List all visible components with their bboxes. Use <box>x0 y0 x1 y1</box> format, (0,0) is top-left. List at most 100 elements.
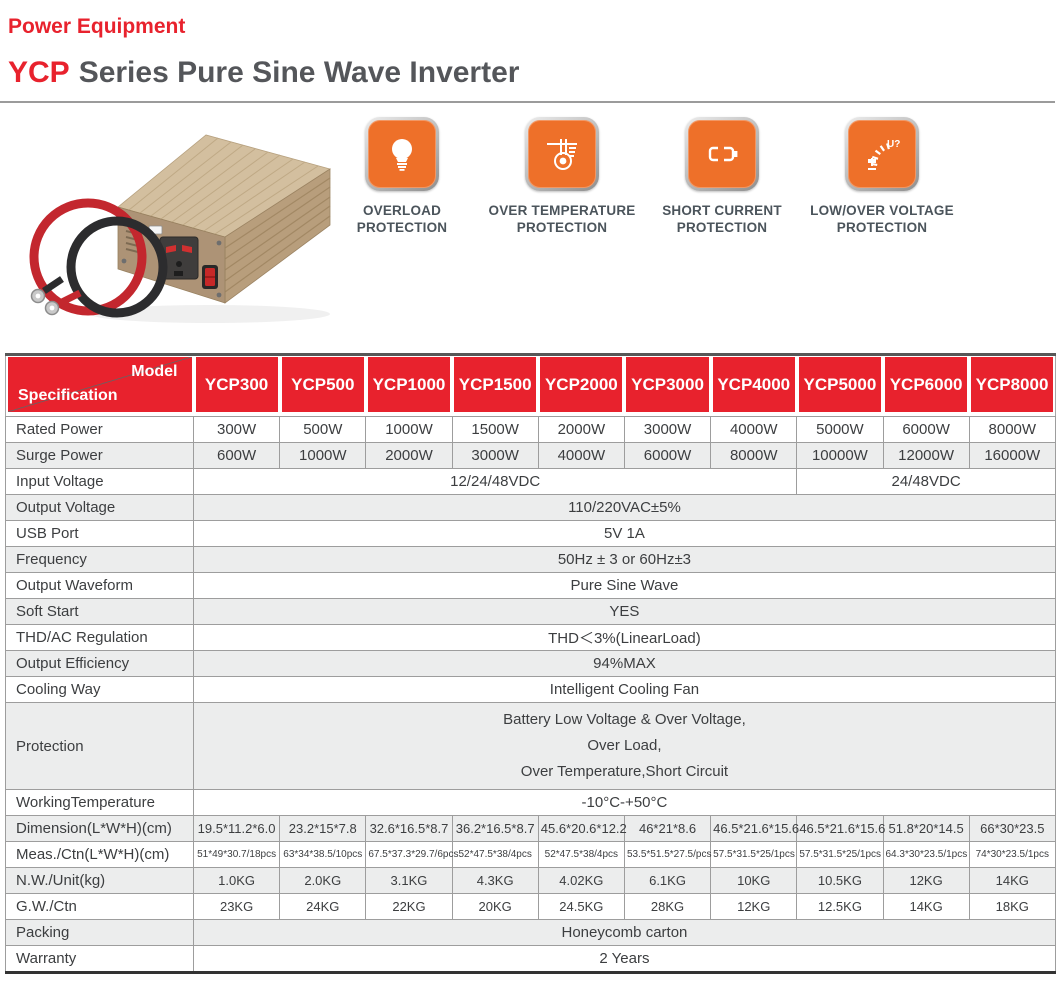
spec-value: 28KG <box>623 893 712 920</box>
spec-value: 45.6*20.6*12.2 <box>537 815 627 842</box>
spec-value: 94%MAX <box>193 650 1056 677</box>
spec-label: Warranty <box>5 945 194 973</box>
brand-label: Power Equipment <box>8 15 186 38</box>
spec-value: 3000W <box>451 442 539 469</box>
spec-label: Output Waveform <box>5 572 194 599</box>
model-header: YCP3000 <box>624 354 711 417</box>
spec-value: YES <box>193 598 1056 625</box>
model-header: YCP6000 <box>883 354 970 417</box>
spec-value: 8000W <box>968 416 1056 443</box>
model-header-row: Model Specification YCP300 YCP500 YCP1000 Y… <box>5 354 1056 417</box>
spec-value: 6000W <box>882 416 970 443</box>
spec-value: 2.0KG <box>279 867 367 894</box>
spec-value: 1500W <box>451 416 539 443</box>
spec-value: 24/48VDC <box>796 468 1056 495</box>
model-header: YCP1000 <box>365 354 453 417</box>
model-header: YCP2000 <box>538 354 625 417</box>
spec-label: Surge Power <box>5 442 194 469</box>
spec-value: 51.8*20*14.5 <box>882 815 970 842</box>
spec-value: 1000W <box>365 416 453 443</box>
title-series-code: YCP <box>8 56 70 89</box>
feature-overload: OVERLOAD PROTECTION <box>322 117 482 236</box>
spec-row-output-voltage: Output Voltage 110/220VAC±5% <box>5 494 1056 521</box>
spec-value: 12KG <box>882 867 970 894</box>
spec-value: 63*34*38.5/10pcs <box>279 841 367 868</box>
spec-value: 14KG <box>968 867 1056 894</box>
spec-row-warranty: Warranty 2 Years <box>5 945 1056 973</box>
spec-row-frequency: Frequency 50Hz ± 3 or 60Hz±3 <box>5 546 1056 573</box>
spec-value: 57.5*31.5*25/1pcs <box>796 841 884 868</box>
spec-value: 52*47.5*38/4pcs <box>537 841 625 868</box>
spec-value: 4000W <box>710 416 798 443</box>
model-header: YCP5000 <box>796 354 883 417</box>
spec-row-protection: Protection Battery Low Voltage & Over Vol… <box>5 702 1056 790</box>
spec-label: Cooling Way <box>5 676 194 703</box>
spec-value: THD＜3%(LinearLoad) <box>193 624 1056 651</box>
spec-value: Battery Low Voltage & Over Voltage, Over … <box>193 702 1056 790</box>
spec-value: 5V 1A <box>193 520 1056 547</box>
spec-value: 4000W <box>537 442 625 469</box>
spec-row-input-voltage: Input Voltage 12/24/48VDC 24/48VDC <box>5 468 1056 495</box>
spec-value: 5000W <box>796 416 884 443</box>
spec-value: 46*21*8.6 <box>623 815 712 842</box>
feature-over-temperature: OVER TEMPERATURE PROTECTION <box>482 117 642 236</box>
spec-value: 3000W <box>623 416 712 443</box>
spec-value: 46.5*21.6*15.6 <box>796 815 885 842</box>
spec-value: 6.1KG <box>623 867 712 894</box>
spec-row-output-waveform: Output Waveform Pure Sine Wave <box>5 572 1056 599</box>
spec-value: 74*30*23.5/1pcs <box>968 841 1056 868</box>
feature-label: LOW/OVER VOLTAGE PROTECTION <box>810 203 954 235</box>
spec-value: 24.5KG <box>537 893 625 920</box>
bulb-icon <box>365 117 439 191</box>
spec-label: Soft Start <box>5 598 194 625</box>
spec-value: 36.2*16.5*8.7 <box>451 815 539 842</box>
spec-row-dimension-l-w-h-cm: Dimension(L*W*H)(cm) 19.5*11.2*6.0 23.2*15… <box>5 815 1056 842</box>
spec-value: 24KG <box>279 893 367 920</box>
spec-value: 66*30*23.5 <box>968 815 1056 842</box>
spec-label: G.W./Ctn <box>5 893 194 920</box>
spec-label: WorkingTemperature <box>5 789 194 816</box>
feature-label: SHORT CURRENT PROTECTION <box>662 203 782 235</box>
corner-specification-label: Specification <box>18 387 118 404</box>
model-header: YCP1500 <box>452 354 539 417</box>
spec-value: 22KG <box>365 893 453 920</box>
product-photo <box>29 134 331 323</box>
model-header: YCP4000 <box>710 354 797 417</box>
spec-value: -10°C-+50°C <box>193 789 1056 816</box>
spec-value: 8000W <box>710 442 798 469</box>
spec-table: Model Specification YCP300 YCP500 YCP1000 Y… <box>5 353 1056 974</box>
spec-value: Pure Sine Wave <box>193 572 1056 599</box>
page: Power Equipment YCP Series Pure Sine Wave… <box>0 14 1060 1006</box>
spec-value: 12/24/48VDC <box>192 468 798 495</box>
spec-label: N.W./Unit(kg) <box>5 867 194 894</box>
spec-label: Dimension(L*W*H)(cm) <box>5 815 194 842</box>
spec-row-thd-ac-regulation: THD/AC Regulation THD＜3%(LinearLoad) <box>5 624 1056 651</box>
spec-label: Packing <box>5 919 194 946</box>
spec-value: 2000W <box>365 442 453 469</box>
spec-value: 10.5KG <box>796 867 884 894</box>
spec-label: Meas./Ctn(L*W*H)(cm) <box>5 841 194 868</box>
spec-value: 10000W <box>796 442 884 469</box>
page-title: YCP Series Pure Sine Wave Inverter <box>8 55 1060 91</box>
spec-row-soft-start: Soft Start YES <box>5 598 1056 625</box>
spec-value: 110/220VAC±5% <box>193 494 1056 521</box>
title-divider <box>0 101 1055 103</box>
spec-value: 53.5*51.5*27.5/pcs <box>623 841 711 868</box>
spec-value: 500W <box>279 416 367 443</box>
model-header: YCP8000 <box>969 354 1056 417</box>
svg-text:U?: U? <box>887 139 900 150</box>
spec-value: 57.5*31.5*25/1pcs <box>710 841 798 868</box>
spec-value: 6000W <box>623 442 712 469</box>
spec-row-rated-power: Rated Power 300W 500W 1000W 1500W 2000W 3000W 4… <box>5 416 1056 443</box>
spec-value: 32.6*16.5*8.7 <box>365 815 453 842</box>
spec-label: Input Voltage <box>5 468 194 495</box>
spec-label: Frequency <box>5 546 194 573</box>
voltmeter-icon: U? <box>845 117 919 191</box>
spec-value: 2 Years <box>193 945 1056 973</box>
spec-label: Output Voltage <box>5 494 194 521</box>
feature-short-current: SHORT CURRENT PROTECTION <box>642 117 802 236</box>
spec-value: 51*49*30.7/18pcs <box>192 841 281 868</box>
spec-value: 12.5KG <box>796 893 884 920</box>
spec-row-g-w-ctn: G.W./Ctn 23KG 24KG 22KG 20KG 24.5KG 28KG 12KG 12… <box>5 893 1056 920</box>
spec-value: 20KG <box>451 893 539 920</box>
